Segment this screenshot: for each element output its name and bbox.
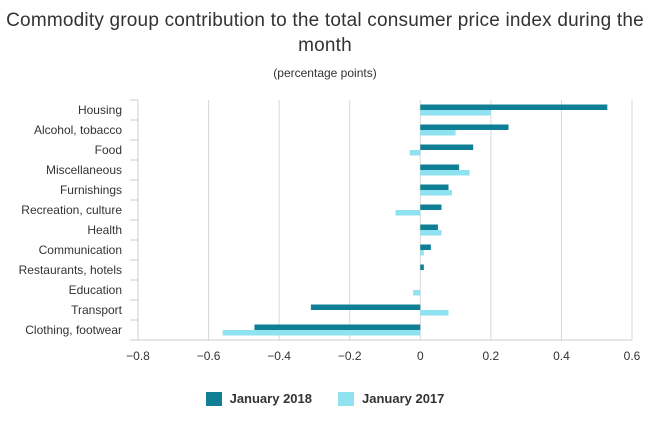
legend-swatch-series-1 bbox=[205, 391, 222, 406]
x-tick-label: 0.6 bbox=[624, 349, 641, 363]
bar-series-1 bbox=[420, 224, 438, 230]
legend-item-series-1[interactable]: January 2018 bbox=[205, 391, 312, 406]
category-label: Furnishings bbox=[60, 183, 122, 197]
category-label: Restaurants, hotels bbox=[19, 263, 122, 277]
bar-series-2 bbox=[420, 170, 470, 176]
category-label: Alcohol, tobacco bbox=[34, 123, 122, 137]
x-tick-label: −0.6 bbox=[197, 349, 221, 363]
category-label: Housing bbox=[78, 103, 122, 117]
bar-series-2 bbox=[420, 190, 453, 196]
chart-title: Commodity group contribution to the tota… bbox=[6, 10, 644, 56]
category-label: Clothing, footwear bbox=[25, 323, 122, 337]
bar-series-2 bbox=[420, 230, 442, 236]
category-label: Communication bbox=[39, 243, 122, 257]
bar-series-1 bbox=[420, 144, 474, 150]
legend-item-series-2[interactable]: January 2017 bbox=[338, 391, 444, 406]
category-label: Transport bbox=[71, 303, 123, 317]
bar-series-1 bbox=[254, 324, 421, 330]
category-label: Miscellaneous bbox=[46, 163, 122, 177]
bar-series-1 bbox=[420, 124, 509, 130]
bar-series-1 bbox=[310, 304, 421, 310]
x-tick-label: 0 bbox=[417, 349, 424, 363]
bar-series-2 bbox=[413, 290, 421, 296]
bar-series-1 bbox=[420, 104, 608, 110]
bar-series-1 bbox=[420, 264, 424, 270]
bar-series-1 bbox=[420, 244, 431, 250]
x-tick-label: −0.8 bbox=[126, 349, 150, 363]
bar-series-1 bbox=[420, 204, 442, 210]
bar-series-1 bbox=[420, 184, 449, 190]
legend-label-series-2: January 2017 bbox=[362, 391, 445, 406]
bar-series-2 bbox=[420, 130, 456, 136]
legend: January 2018 January 2017 bbox=[0, 391, 650, 406]
bar-series-1 bbox=[420, 164, 460, 170]
bar-series-2 bbox=[395, 210, 421, 216]
category-label: Food bbox=[95, 143, 122, 157]
legend-label-series-1: January 2018 bbox=[229, 391, 312, 406]
category-label: Education bbox=[69, 283, 122, 297]
x-tick-label: 0.2 bbox=[483, 349, 500, 363]
bar-series-2 bbox=[420, 110, 491, 116]
bar-series-2 bbox=[420, 250, 424, 256]
x-tick-label: −0.2 bbox=[338, 349, 362, 363]
bar-series-2 bbox=[222, 330, 421, 336]
chart-subtitle: (percentage points) bbox=[273, 66, 377, 80]
x-tick-label: 0.4 bbox=[553, 349, 570, 363]
legend-swatch-series-2 bbox=[338, 391, 354, 406]
bar-series-2 bbox=[420, 310, 449, 316]
category-label: Recreation, culture bbox=[21, 203, 122, 217]
bar-series-2 bbox=[409, 150, 421, 156]
category-label: Health bbox=[87, 223, 122, 237]
x-tick-label: −0.4 bbox=[267, 349, 291, 363]
